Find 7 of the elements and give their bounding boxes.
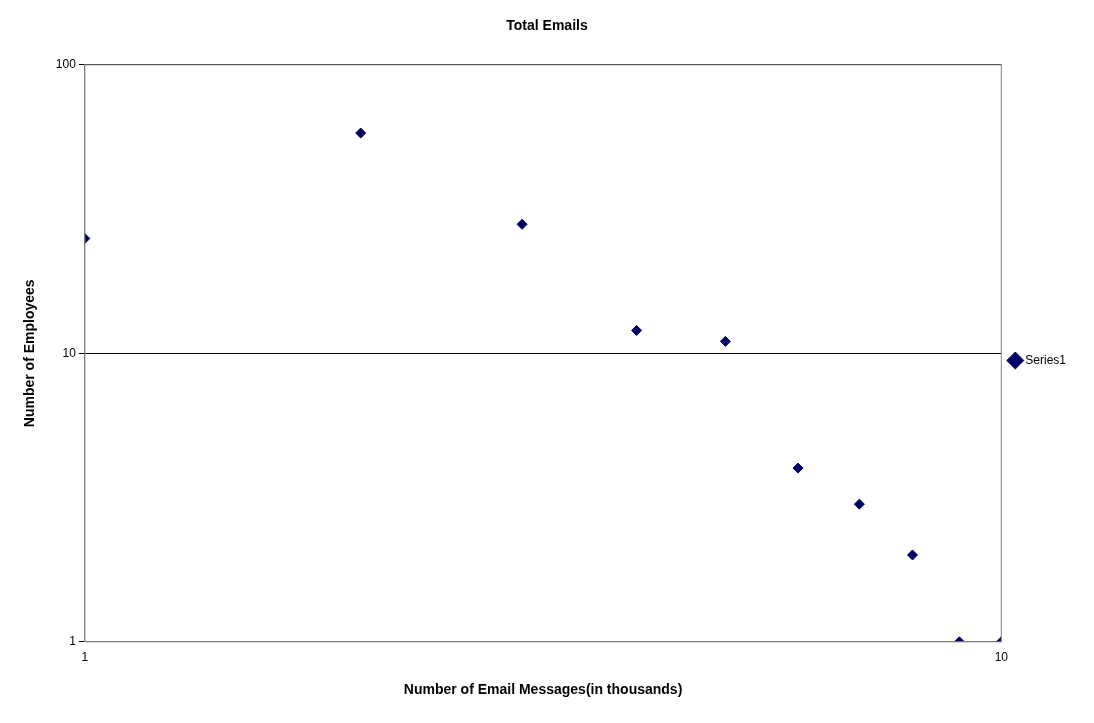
chart-title: Total Emails xyxy=(506,17,588,34)
x-axis-title: Number of Email Messages(in thousands) xyxy=(403,681,683,698)
legend-label: Series1 xyxy=(1025,352,1067,367)
y-axis-title: Number of Employees xyxy=(21,279,38,428)
y-tick-label: 100 xyxy=(55,57,77,72)
y-tick-label: 10 xyxy=(62,345,77,360)
y-tick-label: 1 xyxy=(69,634,77,649)
